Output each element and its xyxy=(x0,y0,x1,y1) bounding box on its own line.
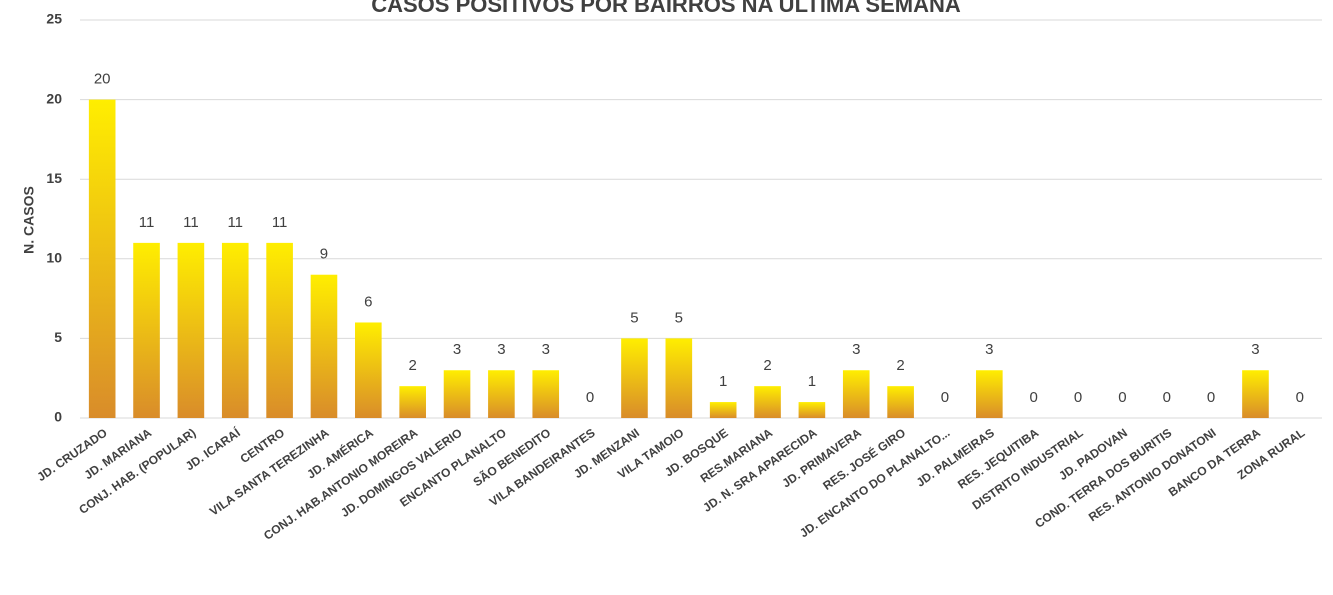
bar xyxy=(443,370,471,418)
bar xyxy=(665,338,693,418)
bar xyxy=(532,370,560,418)
value-label: 0 xyxy=(1030,389,1038,406)
value-label: 2 xyxy=(409,357,417,374)
value-label: 11 xyxy=(183,214,199,231)
value-label: 0 xyxy=(1163,389,1171,406)
value-label: 3 xyxy=(453,341,461,358)
value-label: 3 xyxy=(852,341,860,358)
y-tick-label: 20 xyxy=(46,90,62,106)
value-label: 3 xyxy=(1251,341,1259,358)
y-tick-label: 0 xyxy=(54,409,62,425)
bar xyxy=(266,242,293,418)
bar xyxy=(1242,370,1269,418)
y-axis-label: N. CASOS xyxy=(21,186,37,254)
chart-title: CASOS POSITIVOS POR BAIRROS NA ÚLTIMA SE… xyxy=(371,0,961,17)
value-label: 0 xyxy=(1296,389,1304,406)
bar xyxy=(355,322,382,418)
bar xyxy=(798,402,826,418)
y-tick-label: 10 xyxy=(46,250,62,266)
value-label: 0 xyxy=(1207,389,1215,406)
bar xyxy=(177,242,205,418)
y-tick-label: 5 xyxy=(54,329,62,345)
bar xyxy=(754,386,781,418)
bar xyxy=(310,274,338,418)
bar xyxy=(621,338,648,418)
y-tick-label: 25 xyxy=(46,11,62,27)
y-tick-label: 15 xyxy=(46,170,62,186)
bar xyxy=(133,242,160,418)
value-label: 1 xyxy=(719,373,727,390)
value-label: 5 xyxy=(675,309,683,326)
value-label: 3 xyxy=(985,341,993,358)
value-label: 9 xyxy=(320,246,328,263)
bar xyxy=(399,386,426,418)
value-label: 5 xyxy=(630,309,638,326)
value-label: 20 xyxy=(94,71,111,88)
value-label: 2 xyxy=(896,357,904,374)
value-label: 3 xyxy=(542,341,550,358)
value-label: 0 xyxy=(586,389,594,406)
value-label: 11 xyxy=(227,214,243,231)
bar xyxy=(488,370,515,418)
value-label: 0 xyxy=(941,389,949,406)
value-label: 3 xyxy=(497,341,505,358)
bar xyxy=(842,370,870,418)
value-label: 11 xyxy=(139,214,155,231)
bar xyxy=(887,386,914,418)
value-label: 1 xyxy=(808,373,816,390)
value-label: 0 xyxy=(1074,389,1082,406)
value-label: 0 xyxy=(1118,389,1126,406)
value-label: 6 xyxy=(364,293,372,310)
value-label: 2 xyxy=(763,357,771,374)
bar xyxy=(709,402,737,418)
bar xyxy=(221,242,249,418)
bar xyxy=(976,370,1003,418)
bar xyxy=(88,99,116,418)
value-label: 11 xyxy=(272,214,288,231)
